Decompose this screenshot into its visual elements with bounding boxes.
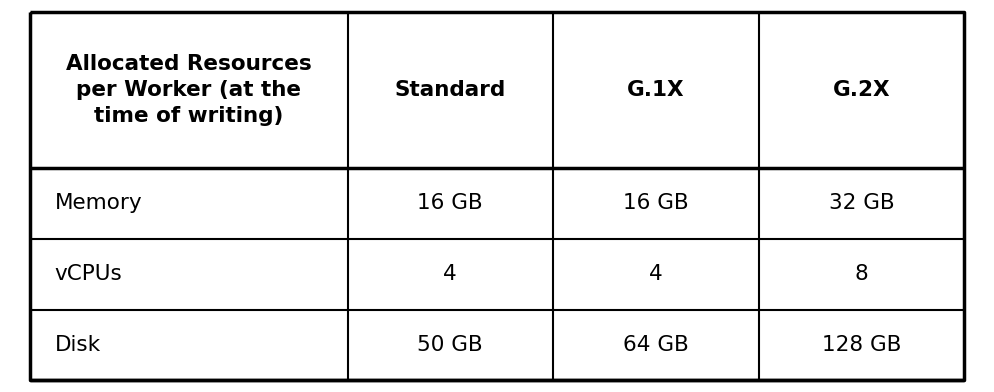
Text: 8: 8: [855, 264, 869, 284]
Text: Standard: Standard: [395, 80, 506, 100]
Text: 4: 4: [443, 264, 457, 284]
Text: 4: 4: [649, 264, 663, 284]
Text: 64 GB: 64 GB: [623, 335, 689, 355]
Text: 50 GB: 50 GB: [417, 335, 483, 355]
Text: 128 GB: 128 GB: [822, 335, 902, 355]
Text: Allocated Resources
per Worker (at the
time of writing): Allocated Resources per Worker (at the t…: [66, 54, 311, 126]
Text: 16 GB: 16 GB: [417, 193, 483, 214]
Text: 32 GB: 32 GB: [829, 193, 895, 214]
Text: vCPUs: vCPUs: [55, 264, 122, 284]
Text: Memory: Memory: [55, 193, 142, 214]
Text: G.2X: G.2X: [833, 80, 891, 100]
Text: G.1X: G.1X: [627, 80, 685, 100]
Text: Disk: Disk: [55, 335, 100, 355]
Text: 16 GB: 16 GB: [623, 193, 689, 214]
